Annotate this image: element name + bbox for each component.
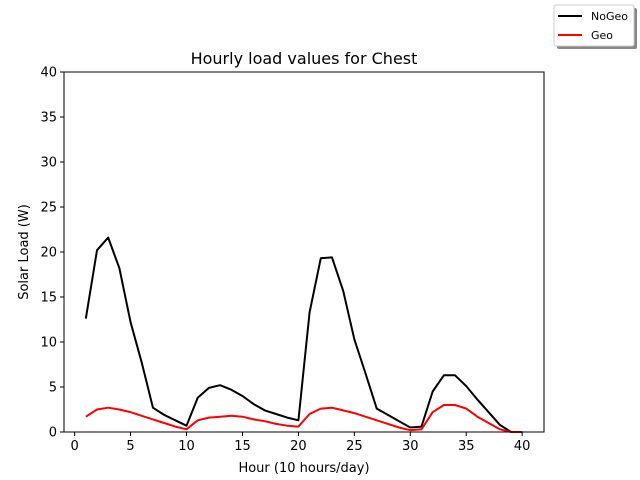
- plot-area: [64, 72, 544, 432]
- x-tick-label: 40: [514, 439, 531, 454]
- series-line-nogeo: [84, 236, 523, 433]
- x-tick-label: 20: [290, 439, 307, 454]
- x-tick-label: 25: [346, 439, 363, 454]
- legend-label-geo: Geo: [591, 29, 613, 42]
- y-tick-label: 25: [40, 201, 57, 216]
- y-tick-label: 20: [40, 246, 57, 261]
- y-tick-label: 5: [49, 381, 57, 396]
- y-tick-label: 35: [40, 111, 57, 126]
- y-tick-label: 0: [49, 426, 57, 441]
- x-tick-label: 5: [126, 439, 134, 454]
- series-line-geo: [85, 404, 523, 433]
- x-tick-label: 10: [178, 439, 195, 454]
- x-tick-label: 15: [234, 439, 251, 454]
- y-tick-label: 15: [40, 291, 57, 306]
- y-tick-label: 40: [40, 66, 57, 81]
- y-tick-label: 10: [40, 336, 57, 351]
- y-tick-label: 30: [40, 156, 57, 171]
- x-axis-label: Hour (10 hours/day): [238, 461, 369, 476]
- plot-frame: [63, 71, 545, 433]
- series-layer: [84, 236, 523, 433]
- chart-title: Hourly load values for Chest: [191, 49, 418, 68]
- x-tick-label: 30: [402, 439, 419, 454]
- x-tick-label: 0: [70, 439, 78, 454]
- legend-label-nogeo: NoGeo: [591, 10, 628, 23]
- x-axis-ticks: 0 5 10 15 20 25 30 35 40: [70, 432, 530, 454]
- legend: NoGeo Geo: [553, 4, 637, 49]
- y-axis-label: Solar Load (W): [17, 204, 32, 300]
- x-tick-label: 35: [458, 439, 475, 454]
- y-axis-ticks: 0 5 10 15 20 25 30 35 40: [40, 66, 64, 441]
